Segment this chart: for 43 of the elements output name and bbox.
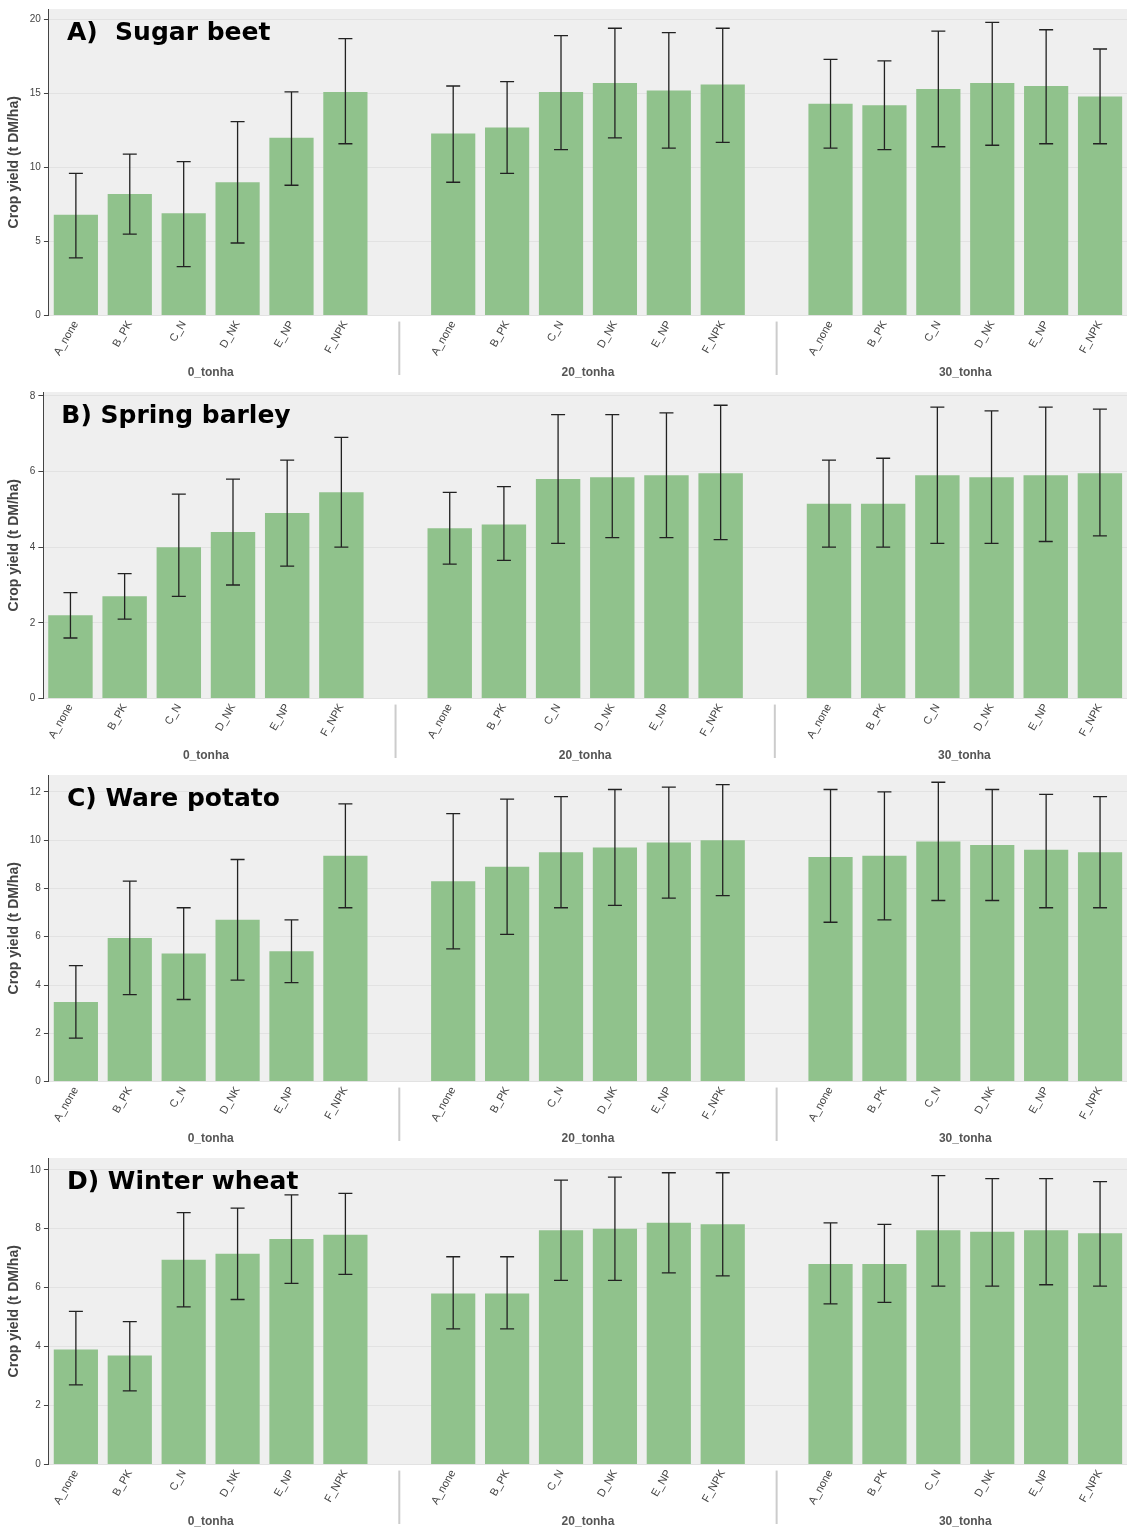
y-tick-label: 8 <box>29 389 36 401</box>
y-tick-label: 0 <box>35 309 42 321</box>
y-tick-label: 8 <box>35 1222 42 1234</box>
y-tick-label: 10 <box>29 161 42 173</box>
y-tick-label: 15 <box>29 87 42 99</box>
y-tick-label: 0 <box>35 1458 42 1470</box>
chart-title: D) Winter wheat <box>66 1166 299 1195</box>
y-tick-label: 4 <box>29 540 36 552</box>
y-axis-title: Crop yield (t DM/ha) <box>5 96 22 229</box>
y-tick-label: 10 <box>29 833 42 845</box>
y-axis-title: Crop yield (t DM/ha) <box>5 862 22 995</box>
text: 20_tonha <box>561 365 615 380</box>
y-axis-title: Crop yield (t DM/ha) <box>5 479 22 612</box>
text: 30_tonha <box>938 748 992 763</box>
text: 20_tonha <box>558 748 612 763</box>
text: 20_tonha <box>561 1514 615 1529</box>
text: 30_tonha <box>938 365 992 380</box>
chart-title: C) Ware potato <box>66 783 280 812</box>
y-tick-label: 6 <box>35 1281 42 1293</box>
y-tick-label: 12 <box>29 785 42 797</box>
text: 0_tonha <box>187 1131 234 1146</box>
text: 30_tonha <box>938 1131 992 1146</box>
y-tick-label: 2 <box>35 1399 42 1411</box>
y-tick-label: 0 <box>29 692 36 704</box>
y-tick-label: 0 <box>35 1075 42 1087</box>
text: 0_tonha <box>187 365 234 380</box>
text: 30_tonha <box>938 1514 992 1529</box>
text: 20_tonha <box>561 1131 615 1146</box>
y-tick-label: 20 <box>29 13 42 25</box>
y-tick-label: 5 <box>35 235 42 247</box>
y-tick-label: 6 <box>35 930 42 942</box>
y-tick-label: 4 <box>35 1340 42 1352</box>
y-tick-label: 10 <box>29 1163 42 1175</box>
y-tick-label: 6 <box>29 465 36 477</box>
y-tick-label: 8 <box>35 882 42 894</box>
chart-title: B) Spring barley <box>61 400 291 429</box>
text: 0_tonha <box>182 748 230 763</box>
text: 0_tonha <box>187 1514 234 1529</box>
y-tick-label: 2 <box>29 616 36 628</box>
y-axis-title: Crop yield (t DM/ha) <box>5 1245 22 1378</box>
y-tick-label: 4 <box>35 978 42 990</box>
y-tick-label: 2 <box>35 1027 42 1039</box>
chart-title: A) Sugar beet <box>66 17 271 46</box>
